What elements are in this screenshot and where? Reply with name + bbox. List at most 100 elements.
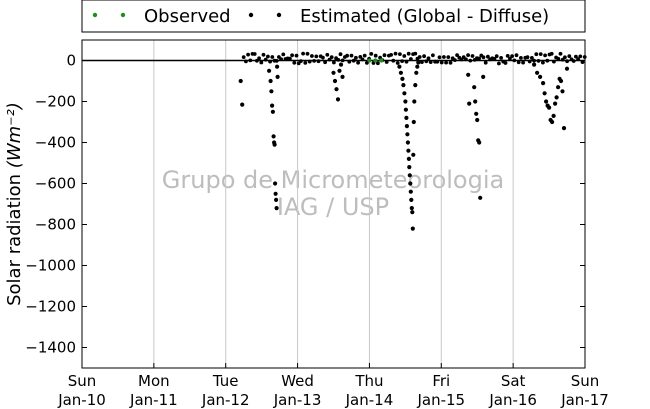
estimated-point [551,113,556,118]
estimated-baseline-point [446,55,451,59]
estimated-point [275,64,280,69]
estimated-baseline-point [567,54,572,58]
estimated-baseline-point [345,53,349,58]
estimated-point [407,165,412,170]
estimated-baseline-point [263,57,268,62]
estimated-baseline-point [560,57,565,62]
estimated-point [541,81,546,86]
estimated-baseline-point [516,60,521,65]
estimated-point [271,134,276,139]
y-axis-label-unit: (Wm⁻²) [4,102,25,168]
estimated-baseline-point [268,59,272,64]
estimated-point [335,97,341,102]
estimated-point [408,181,413,186]
estimated-baseline-point [259,60,264,65]
x-tick-label-date: Jan-16 [488,391,537,409]
legend-marker-estimated-2 [276,12,282,18]
estimated-baseline-point [545,58,550,63]
estimated-baseline-point [241,55,246,59]
estimated-point [405,140,410,145]
estimated-baseline-point [521,60,525,65]
estimated-baseline-point [571,59,576,63]
observed-point [379,58,384,63]
y-axis-label-text: Solar radiation [4,174,25,306]
estimated-point [403,99,408,104]
estimated-baseline-point [316,59,321,64]
estimated-baseline-point [362,53,367,58]
estimated-baseline-point [292,60,297,65]
estimated-point [472,85,477,90]
legend-marker-observed-1 [92,12,98,18]
estimated-baseline-point [266,54,270,59]
y-tick-label: 0 [66,52,76,70]
estimated-baseline-point [499,56,503,60]
estimated-point [561,126,567,131]
y-tick-label: −200 [35,93,76,111]
estimated-baseline-point [288,56,292,61]
estimated-baseline-point [299,59,303,63]
estimated-baseline-point [486,54,490,59]
estimated-point [414,70,419,75]
estimated-point [404,124,409,129]
estimated-point [340,74,345,79]
data-points [82,51,587,231]
estimated-baseline-point [274,59,279,63]
estimated-baseline-point [373,53,378,58]
estimated-baseline-point [437,55,442,60]
estimated-baseline-point [329,55,334,59]
estimated-point [410,210,415,215]
estimated-baseline-point [395,61,400,65]
estimated-baseline-point [514,53,519,58]
estimated-point [273,191,278,196]
estimated-point [481,74,486,79]
estimated-baseline-point [246,52,251,57]
estimated-baseline-point [552,59,556,64]
estimated-point [332,78,338,84]
estimated-point [544,99,549,104]
estimated-point [409,197,414,202]
estimated-point [564,66,570,71]
legend-label-estimated: Estimated (Global - Diffuse) [300,6,549,27]
estimated-point [547,105,552,110]
estimated-point [412,99,417,104]
estimated-baseline-point [420,60,424,64]
estimated-baseline-point [439,60,444,65]
estimated-baseline-point [536,59,541,63]
estimated-baseline-point [578,54,583,59]
y-tick-label: −1400 [25,339,76,357]
estimated-baseline-point [530,56,534,60]
estimated-point [409,206,414,211]
estimated-baseline-point [301,51,305,56]
estimated-point [405,132,410,137]
estimated-point [272,142,277,147]
estimated-baseline-point [323,60,327,65]
estimated-baseline-point [325,52,330,57]
estimated-baseline-point [576,57,580,62]
estimated-point [338,62,344,67]
legend-label-observed: Observed [144,6,231,27]
estimated-baseline-point [448,60,453,65]
estimated-baseline-point [294,53,299,58]
estimated-point [238,78,243,84]
estimated-baseline-point [483,60,488,65]
estimated-point [268,78,273,84]
estimated-baseline-point [257,56,261,61]
estimated-point [240,102,245,107]
estimated-baseline-point [466,53,470,57]
estimated-baseline-point [391,58,396,63]
legend-box [81,0,586,33]
estimated-baseline-point [558,51,563,56]
estimated-point [558,78,564,84]
estimated-baseline-point [424,59,429,64]
estimated-baseline-point [402,54,407,58]
x-tick-label-date: Jan-17 [560,391,609,409]
estimated-baseline-point [541,60,545,65]
estimated-point [274,197,279,202]
estimated-point [415,64,420,69]
estimated-baseline-point [290,53,294,58]
estimated-point [542,91,547,96]
estimated-baseline-point [312,59,316,63]
estimated-point [337,68,342,73]
estimated-baseline-point [580,60,585,64]
